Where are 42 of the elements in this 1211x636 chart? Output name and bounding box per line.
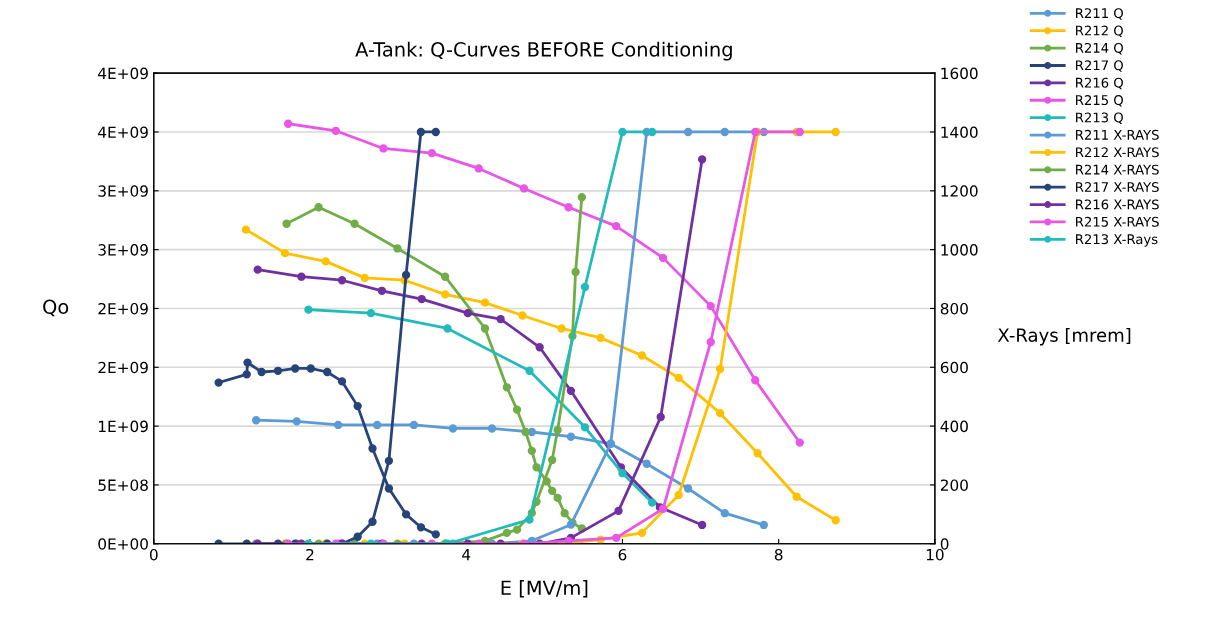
x-tick-label: 0 (149, 548, 158, 561)
y-tick-label: 4E+09 (98, 126, 148, 138)
x-tick-label: 10 (926, 548, 944, 561)
x-tick-label: 6 (618, 548, 627, 561)
legend-label: R216 Q (1076, 77, 1123, 90)
y2-tick-label: 0 (940, 538, 949, 550)
legend-label: R213 Q (1076, 112, 1123, 124)
legend-label: R217 Q (1076, 60, 1123, 72)
legend-label: R214 Q (1076, 42, 1123, 55)
y-tick-label: 1E+09 (99, 420, 148, 433)
x-tick-label: 2 (306, 548, 314, 561)
y-tick-label: 2E+09 (98, 361, 148, 374)
legend-label: R213 X-Rays (1076, 234, 1158, 247)
legend-label: R212 X-RAYS (1076, 147, 1159, 158)
legend-label: R211 X-RAYS (1076, 129, 1159, 140)
y2-axis-title: X-Rays [mrem] (997, 327, 1131, 346)
y2-tick-label: 800 (940, 302, 968, 315)
y2-tick-label: 1400 (941, 126, 978, 138)
legend-label: R215 Q (1076, 95, 1123, 107)
legend-label: R214 X-RAYS (1076, 164, 1159, 175)
y2-tick-label: 1200 (941, 185, 978, 197)
y2-tick-label: 600 (940, 361, 968, 374)
y-tick-label: 3E+09 (98, 244, 148, 256)
y2-tick-label: 1000 (941, 244, 978, 256)
x-tick-label: 8 (774, 548, 783, 561)
y-tick-label: 3E+09 (98, 185, 148, 197)
legend-label: R212 Q (1076, 25, 1123, 38)
y2-tick-label: 1600 (941, 67, 978, 80)
y-tick-label: 0E+00 (98, 538, 148, 550)
y-tick-label: 2E+09 (98, 302, 148, 315)
x-tick-label: 4 (462, 549, 471, 561)
y2-tick-label: 400 (940, 420, 968, 433)
y2-tick-label: 200 (940, 479, 968, 491)
legend-label: R216 X-RAYS (1076, 199, 1159, 210)
chart-title: A-Tank: Q-Curves BEFORE Conditioning (355, 41, 732, 61)
x-axis-title: E [MV/m] (501, 580, 588, 598)
y-axis-title: Qo (43, 299, 69, 317)
y-tick-label: 5E+08 (98, 479, 148, 491)
legend-label: R217 X-RAYS (1076, 182, 1159, 193)
legend-label: R215 X-RAYS (1076, 216, 1159, 227)
y-tick-label: 4E+09 (98, 67, 148, 80)
legend-label: R211 Q (1076, 8, 1123, 20)
